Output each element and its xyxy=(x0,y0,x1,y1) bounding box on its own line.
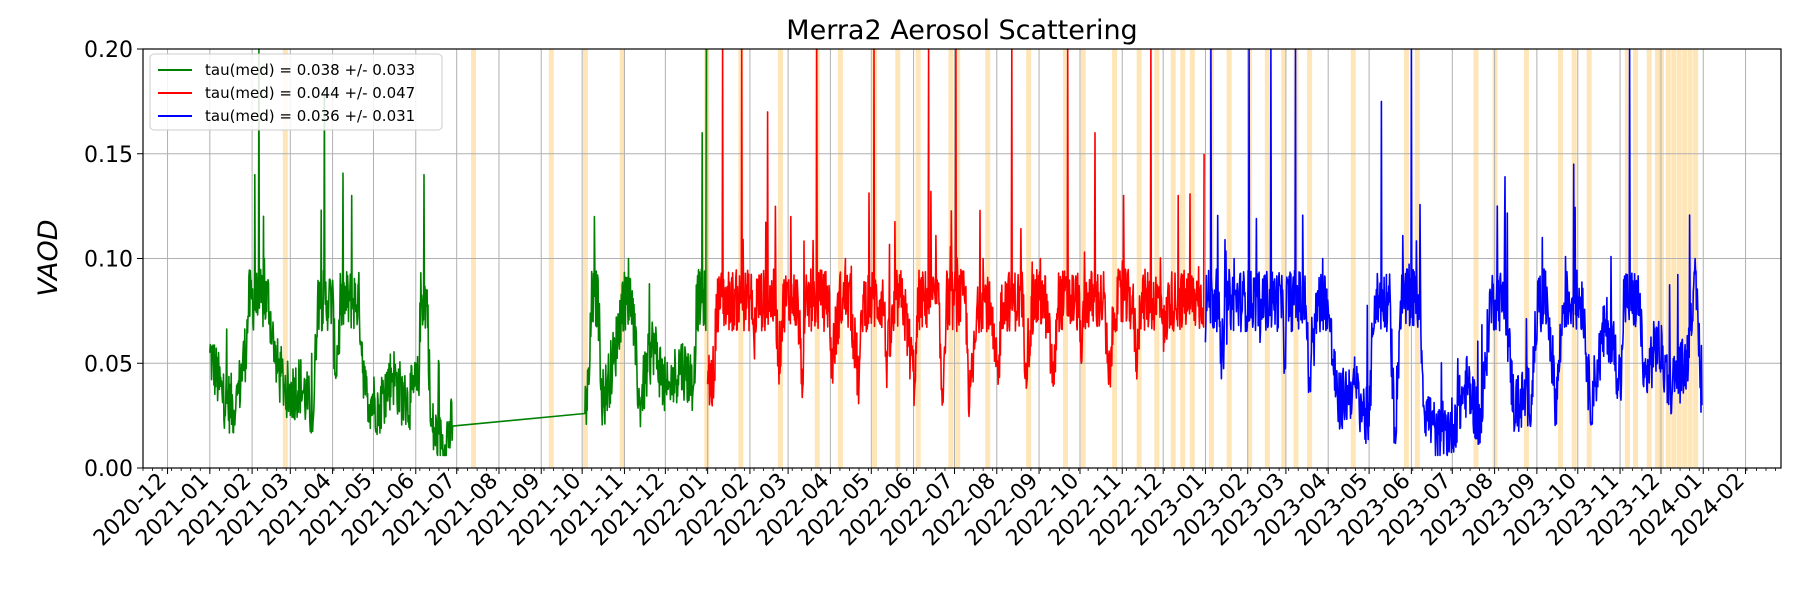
y-tick-label: 0.15 xyxy=(84,143,133,168)
x-axis: 2020-122021-012021-022021-032021-042021-… xyxy=(89,468,1776,551)
chart-title: Merra2 Aerosol Scattering xyxy=(786,15,1137,46)
y-axis: 0.00 0.05 0.10 0.15 0.20 xyxy=(84,38,143,482)
y-tick-label: 0.20 xyxy=(84,38,133,63)
y-tick-label: 0.10 xyxy=(84,248,133,273)
legend-box xyxy=(149,53,443,131)
legend: tau(med) = 0.038 +/- 0.033 tau(med) = 0.0… xyxy=(149,53,443,131)
legend-label: tau(med) = 0.036 +/- 0.031 xyxy=(205,107,415,125)
y-tick-label: 0.00 xyxy=(84,457,133,482)
legend-label: tau(med) = 0.038 +/- 0.033 xyxy=(205,61,415,79)
series-line-3 xyxy=(1204,48,1703,457)
y-tick-label: 0.05 xyxy=(84,352,133,377)
y-axis-label: VAOD xyxy=(33,219,64,296)
series-line-1 xyxy=(209,48,708,457)
legend-label: tau(med) = 0.044 +/- 0.047 xyxy=(205,84,415,102)
